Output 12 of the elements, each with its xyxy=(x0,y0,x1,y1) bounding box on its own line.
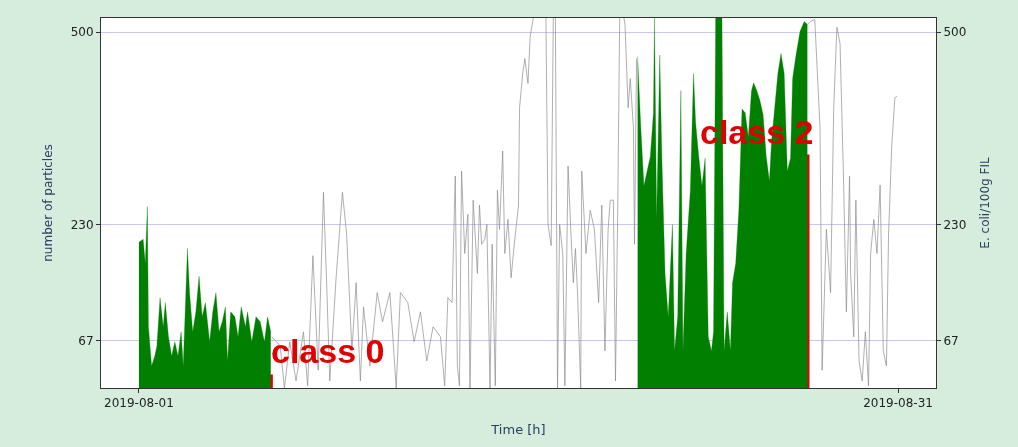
y-tick-label: 500 xyxy=(70,25,94,40)
y2-tick-label: 230 xyxy=(943,217,967,232)
y2-tick-label: 500 xyxy=(943,25,967,40)
annotation: class 0 xyxy=(271,332,385,370)
y-tick-label: 67 xyxy=(78,333,94,348)
x-tick-label: 2019-08-01 xyxy=(104,396,174,411)
x-axis-title: Time [h] xyxy=(490,422,546,437)
y-axis-title: number of particles xyxy=(40,144,55,262)
y2-tick-label: 67 xyxy=(943,333,959,348)
y-tick-label: 230 xyxy=(70,217,94,232)
x-tick-label: 2019-08-31 xyxy=(863,396,933,411)
y2-axis-title: E. coli/100g FIL xyxy=(978,157,993,249)
